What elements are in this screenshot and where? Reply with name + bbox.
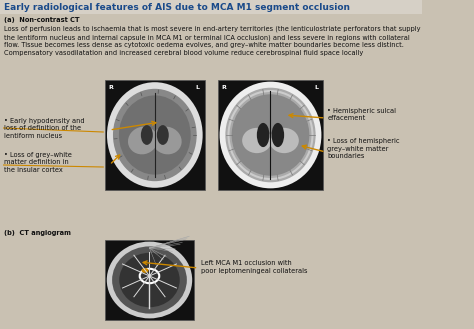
Ellipse shape — [257, 123, 269, 147]
Bar — [105, 80, 205, 190]
Text: Loss of perfusion leads to ischaemia that is most severe in end-artery territori: Loss of perfusion leads to ischaemia tha… — [4, 26, 420, 56]
Ellipse shape — [225, 88, 316, 182]
Text: L: L — [314, 85, 318, 90]
Text: • Early hypodensity and
loss of definition of the
lentiform nucleus: • Early hypodensity and loss of definiti… — [4, 118, 84, 139]
Ellipse shape — [141, 125, 153, 145]
Text: • Hemispheric sulcal
effacement: • Hemispheric sulcal effacement — [328, 108, 396, 121]
Bar — [105, 240, 194, 320]
Ellipse shape — [232, 94, 310, 176]
Ellipse shape — [141, 268, 148, 273]
Ellipse shape — [242, 128, 272, 153]
Bar — [0, 0, 422, 14]
Text: R: R — [221, 85, 227, 90]
Text: L: L — [196, 85, 200, 90]
Text: • Loss of grey–white
matter definition in
the insular cortex: • Loss of grey–white matter definition i… — [4, 152, 72, 173]
Ellipse shape — [157, 125, 169, 145]
Ellipse shape — [128, 127, 158, 154]
Ellipse shape — [152, 127, 182, 154]
Bar — [218, 80, 323, 190]
Text: Early radiological features of AIS due to MCA M1 segment occlusion: Early radiological features of AIS due t… — [4, 3, 349, 12]
Ellipse shape — [119, 95, 191, 175]
Text: • Loss of hemispheric
grey–white matter
boundaries: • Loss of hemispheric grey–white matter … — [328, 138, 400, 159]
Ellipse shape — [113, 89, 197, 181]
Ellipse shape — [107, 241, 192, 318]
Text: (a)  Non-contrast CT: (a) Non-contrast CT — [4, 17, 79, 23]
Ellipse shape — [112, 246, 187, 314]
Ellipse shape — [269, 128, 299, 153]
Ellipse shape — [219, 82, 321, 188]
Text: Left MCA M1 occlusion with
poor leptomeningeal collaterals: Left MCA M1 occlusion with poor leptomen… — [201, 260, 308, 273]
Ellipse shape — [119, 253, 180, 307]
Text: (b)  CT angiogram: (b) CT angiogram — [4, 230, 71, 236]
Ellipse shape — [107, 82, 203, 188]
Ellipse shape — [272, 123, 284, 147]
Text: R: R — [109, 85, 113, 90]
